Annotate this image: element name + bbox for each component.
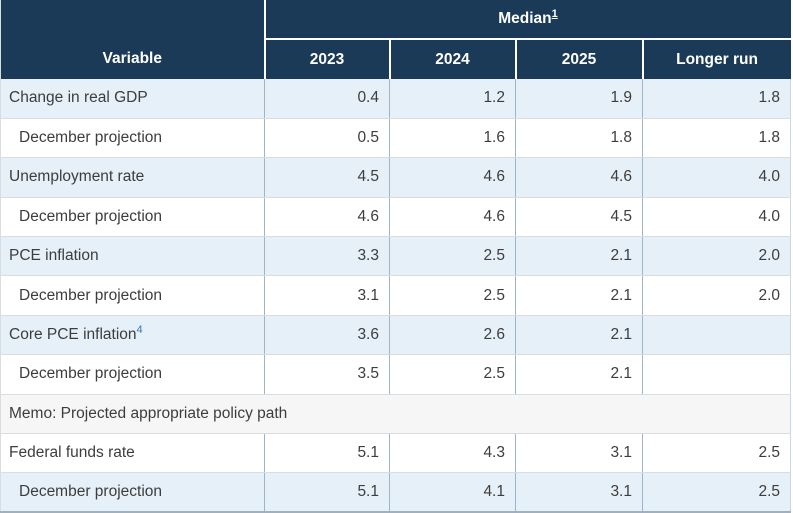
row-label: December projection xyxy=(0,472,265,513)
value-cell: 2.5 xyxy=(389,236,516,277)
median-header-row: Variable Median1 xyxy=(0,0,791,79)
value-cell: 2.5 xyxy=(642,472,792,513)
variable-column-header: Variable xyxy=(0,0,266,79)
row-label: December projection xyxy=(0,275,265,316)
table-row: Core PCE inflation4 3.6 2.6 2.1 xyxy=(0,315,792,356)
value-cell: 2.5 xyxy=(389,275,516,316)
memo-row: Memo: Projected appropriate policy path xyxy=(0,394,792,435)
value-cell: 2.1 xyxy=(515,275,643,316)
value-cell: 5.1 xyxy=(264,433,390,474)
value-cell: 4.0 xyxy=(642,157,792,198)
value-cell: 2.5 xyxy=(389,354,516,395)
value-cell: 2.5 xyxy=(642,433,792,474)
value-cell: 1.8 xyxy=(642,79,792,119)
value-cell: 2.1 xyxy=(515,354,643,395)
value-cell: 2.1 xyxy=(515,236,643,277)
value-cell: 3.6 xyxy=(264,315,390,356)
value-cell: 4.0 xyxy=(642,197,792,238)
median-column-group-header: Median1 xyxy=(264,0,791,39)
value-cell xyxy=(642,354,792,395)
value-cell: 2.6 xyxy=(389,315,516,356)
value-cell: 2.0 xyxy=(642,275,792,316)
table-body: Change in real GDP 0.4 1.2 1.9 1.8 December p… xyxy=(0,79,792,513)
value-cell: 3.1 xyxy=(515,433,643,474)
value-cell: 4.6 xyxy=(515,157,643,198)
value-cell: 4.6 xyxy=(389,157,516,198)
median-label: Median xyxy=(498,10,552,27)
table-row: Unemployment rate 4.5 4.6 4.6 4.0 xyxy=(0,157,792,198)
value-cell: 4.1 xyxy=(389,472,516,513)
value-cell: 2.1 xyxy=(515,315,643,356)
value-cell: 5.1 xyxy=(264,472,390,513)
row-label: Unemployment rate xyxy=(0,157,265,198)
table-row: Change in real GDP 0.4 1.2 1.9 1.8 xyxy=(0,79,792,119)
table-row: PCE inflation 3.3 2.5 2.1 2.0 xyxy=(0,236,792,277)
column-header-2023: 2023 xyxy=(264,38,391,79)
value-cell: 3.3 xyxy=(264,236,390,277)
value-cell: 1.2 xyxy=(389,79,516,119)
row-label: PCE inflation xyxy=(0,236,265,277)
memo-label: Memo: Projected appropriate policy path xyxy=(0,394,792,435)
value-cell: 4.5 xyxy=(515,197,643,238)
table-row: December projection 3.1 2.5 2.1 2.0 xyxy=(0,275,792,316)
row-label: Core PCE inflation4 xyxy=(0,315,265,356)
value-cell: 1.8 xyxy=(642,118,792,159)
value-cell: 3.5 xyxy=(264,354,390,395)
row-label: December projection xyxy=(0,354,265,395)
column-header-2024: 2024 xyxy=(389,38,517,79)
row-label: Change in real GDP xyxy=(0,79,265,119)
row-label: December projection xyxy=(0,197,265,238)
table-row: December projection 4.6 4.6 4.5 4.0 xyxy=(0,197,792,238)
column-header-2025: 2025 xyxy=(515,38,644,79)
value-cell: 0.5 xyxy=(264,118,390,159)
table-row: December projection 5.1 4.1 3.1 2.5 xyxy=(0,472,792,513)
value-cell: 4.6 xyxy=(389,197,516,238)
value-cell: 0.4 xyxy=(264,79,390,119)
value-cell: 3.1 xyxy=(515,472,643,513)
median-footnote-link[interactable]: 1 xyxy=(551,7,558,20)
value-cell: 4.5 xyxy=(264,157,390,198)
table-row: December projection 3.5 2.5 2.1 xyxy=(0,354,792,395)
table-row: December projection 0.5 1.6 1.8 1.8 xyxy=(0,118,792,159)
value-cell: 4.6 xyxy=(264,197,390,238)
row-label: Federal funds rate xyxy=(0,433,265,474)
column-header-longer-run: Longer run xyxy=(642,38,791,79)
value-cell: 4.3 xyxy=(389,433,516,474)
value-cell: 2.0 xyxy=(642,236,792,277)
row-label: December projection xyxy=(0,118,265,159)
table-row: Federal funds rate 5.1 4.3 3.1 2.5 xyxy=(0,433,792,474)
value-cell: 1.8 xyxy=(515,118,643,159)
value-cell xyxy=(642,315,792,356)
value-cell: 1.6 xyxy=(389,118,516,159)
value-cell: 3.1 xyxy=(264,275,390,316)
footnote-link[interactable]: 4 xyxy=(136,323,143,336)
table-header: Variable Median1 2023 2024 2025 Longer r… xyxy=(0,0,791,79)
value-cell: 1.9 xyxy=(515,79,643,119)
years-header-row: 2023 2024 2025 Longer run xyxy=(1,38,791,79)
